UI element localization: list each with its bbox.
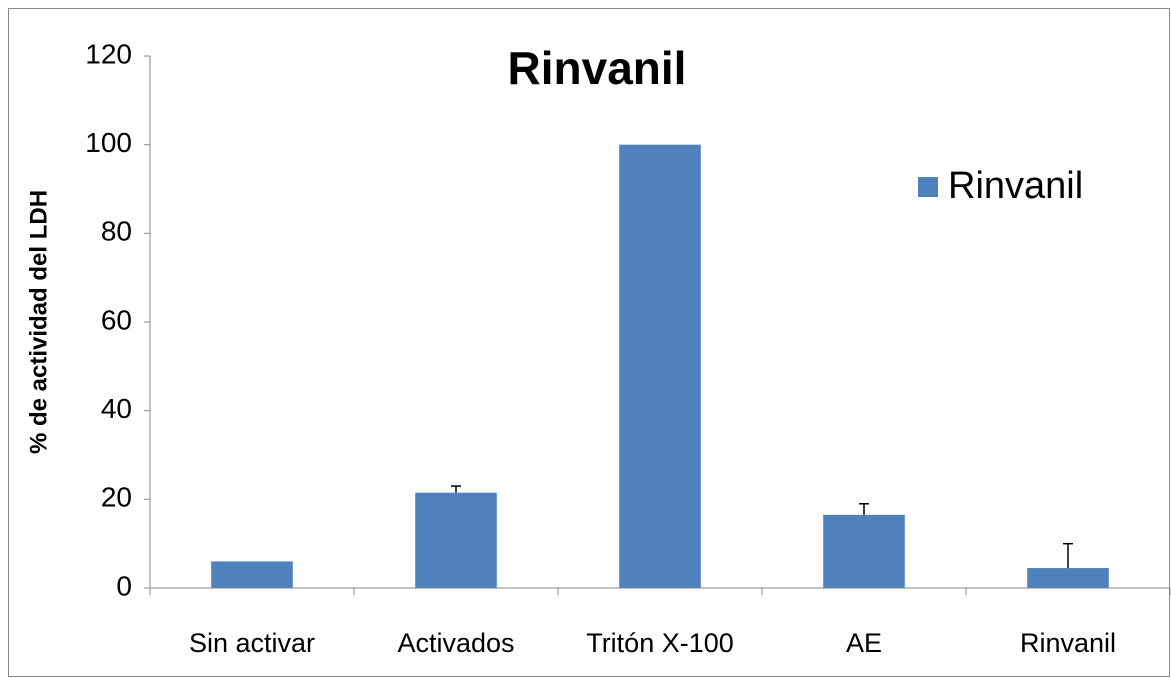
- legend-swatch: [918, 177, 938, 197]
- bar: [1027, 568, 1109, 588]
- y-tick-label: 80: [101, 216, 132, 247]
- x-tick-label: Tritón X-100: [586, 628, 734, 658]
- x-tick-label: Activados: [397, 628, 514, 658]
- bar: [415, 492, 497, 588]
- x-tick-label: AE: [846, 628, 882, 658]
- chart-title: Rinvanil: [508, 42, 687, 94]
- y-axis-label: % de actividad del LDH: [25, 190, 52, 454]
- y-tick-label: 100: [85, 127, 132, 158]
- x-tick-label: Rinvanil: [1020, 628, 1116, 658]
- x-tick-label: Sin activar: [189, 628, 315, 658]
- y-tick-label: 60: [101, 304, 132, 335]
- bar: [619, 144, 701, 588]
- y-tick-label: 20: [101, 482, 132, 513]
- y-tick-label: 40: [101, 393, 132, 424]
- y-tick-label: 120: [85, 38, 132, 69]
- legend-label: Rinvanil: [948, 165, 1083, 207]
- bar: [823, 514, 905, 588]
- y-tick-label: 0: [116, 570, 132, 601]
- chart-border: [8, 8, 1170, 677]
- bar: [211, 561, 293, 588]
